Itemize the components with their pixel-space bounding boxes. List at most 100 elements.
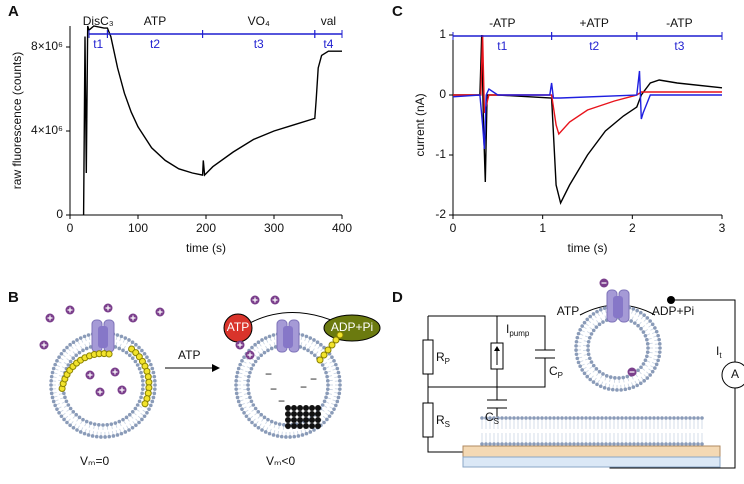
lipid-head <box>594 325 599 329</box>
ion-sign <box>252 297 258 303</box>
lipid-head <box>64 399 69 404</box>
y-tick-label: 4×10⁶ <box>31 123 63 137</box>
lipid-head <box>68 423 72 428</box>
lipid-head <box>688 416 692 420</box>
lipid-head <box>650 322 655 327</box>
lipid-head <box>639 365 643 370</box>
lipid-head <box>588 335 592 340</box>
lipid-head <box>480 442 484 446</box>
lipid-head <box>639 326 643 331</box>
lipid-head <box>153 383 157 387</box>
lipid-head <box>130 425 135 430</box>
vesicle-label: Vₘ<0 <box>266 454 295 468</box>
lipid-head <box>640 442 644 446</box>
vesicle-label: Vₘ=0 <box>80 454 109 468</box>
lipid-head <box>508 442 512 446</box>
x-tick-label: 1 <box>539 221 546 235</box>
lipid-head <box>576 416 580 420</box>
lipid-head <box>619 388 623 392</box>
lipid-head <box>74 353 79 358</box>
lipid-head <box>315 340 320 345</box>
lipid-head <box>632 416 636 420</box>
lipid-head <box>657 354 661 359</box>
ion-sign <box>112 369 118 375</box>
lipid-head <box>130 340 135 345</box>
lipid-head <box>253 342 257 347</box>
lipid-head <box>484 442 488 446</box>
lipid-head <box>292 434 297 439</box>
lipid-head <box>82 431 87 436</box>
lipid-head <box>606 387 611 391</box>
lipid-head <box>532 442 536 446</box>
y-tick-label: -1 <box>435 147 446 161</box>
lipid-head <box>658 346 662 350</box>
dye-aggregate <box>309 405 315 411</box>
dye-aggregate <box>291 423 297 429</box>
lipid-head <box>652 442 656 446</box>
lipid-head <box>684 442 688 446</box>
lipid-head <box>644 442 648 446</box>
lipid-head <box>640 416 644 420</box>
lipid-head <box>608 375 613 379</box>
lipid-head <box>81 348 85 353</box>
lipid-head <box>325 374 329 379</box>
dye <box>328 341 336 349</box>
lipid-head <box>149 403 153 408</box>
lipid-head <box>588 314 593 319</box>
lipid-head <box>119 334 124 339</box>
lipid-head <box>576 442 580 446</box>
lipid-head <box>635 383 639 388</box>
lipid-head <box>657 342 662 346</box>
lipid-head <box>335 366 340 371</box>
lipid-head <box>610 387 615 392</box>
lipid-head <box>53 403 57 408</box>
circuit-label: RS <box>436 413 450 429</box>
lipid-head <box>608 416 612 420</box>
lipid-head <box>266 417 270 422</box>
lipid-head <box>234 379 238 383</box>
lipid-head <box>628 442 632 446</box>
lipid-head <box>308 336 313 340</box>
lipid-head <box>296 434 301 438</box>
ion-sign <box>119 387 125 393</box>
ammeter-label: A <box>731 367 739 381</box>
dye-aggregate <box>297 417 303 423</box>
lipid-head <box>585 317 590 322</box>
lipid-head <box>71 340 76 345</box>
lipid-head <box>74 412 79 417</box>
lipid-head <box>282 422 286 427</box>
lipid-head <box>643 358 648 363</box>
lipid-head <box>251 363 256 367</box>
lipid-head <box>676 442 680 446</box>
lipid-head <box>600 442 604 446</box>
pump-core <box>98 326 108 348</box>
interval-label: -ATP <box>489 16 515 30</box>
lipid-head <box>109 422 114 426</box>
lipid-head <box>588 356 592 361</box>
x-tick-label: 400 <box>332 221 352 235</box>
lipid-head <box>84 346 89 351</box>
lipid-head <box>591 380 596 384</box>
lipid-head <box>269 419 274 424</box>
lipid-head <box>338 383 342 387</box>
lipid-head <box>684 416 688 420</box>
lipid-head <box>645 337 649 342</box>
lipid-head <box>596 416 600 420</box>
lipid-head <box>586 348 590 352</box>
x-tick-label: 300 <box>264 221 284 235</box>
dye-aggregate <box>303 411 309 417</box>
lipid-head <box>644 416 648 420</box>
lipid-head <box>49 383 53 387</box>
dye <box>320 351 328 359</box>
lipid-head <box>646 346 650 350</box>
ion-sign <box>67 307 73 313</box>
lipid-head <box>320 363 325 367</box>
x-tick-label: 100 <box>128 221 148 235</box>
y-tick-label: -2 <box>435 207 446 221</box>
lipid-head <box>308 430 313 434</box>
y-tick-label: 8×10⁶ <box>31 39 63 53</box>
lipid-head <box>628 416 632 420</box>
lipid-head <box>256 340 261 345</box>
lipid-head <box>66 403 71 407</box>
lipid-head <box>312 353 317 358</box>
